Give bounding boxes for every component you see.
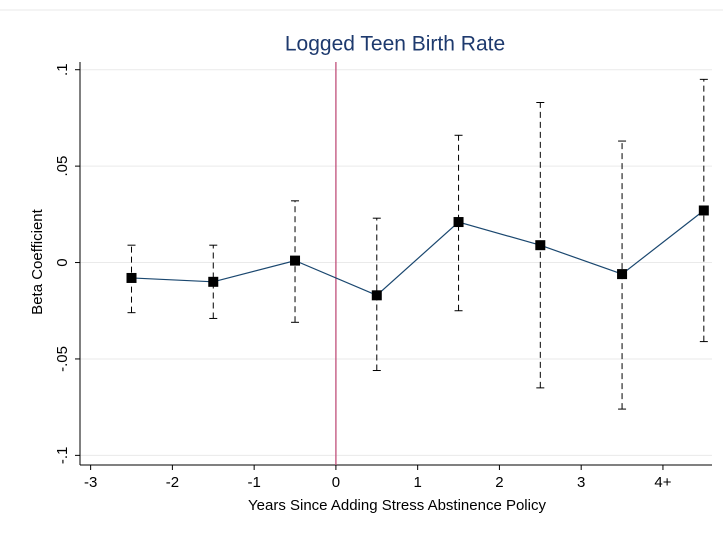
marker [126,272,137,283]
marker [290,255,301,266]
marker [535,240,546,251]
x-tick-label: -1 [247,474,260,491]
x-axis-label: Years Since Adding Stress Abstinence Pol… [248,497,546,514]
x-tick-label: 3 [577,474,585,491]
x-tick-label: 4+ [654,474,671,491]
x-tick-label: -2 [166,474,179,491]
y-axis-label: Beta Coefficient [29,208,46,314]
y-tick-label: 0 [54,258,71,266]
marker [371,290,382,301]
marker [698,205,709,216]
marker [617,269,628,280]
x-tick-label: 2 [495,474,503,491]
y-tick-label: .05 [54,156,71,177]
y-tick-label: -.05 [54,346,71,372]
chart-title: Logged Teen Birth Rate [285,33,505,56]
marker [453,217,464,228]
x-tick-label: -3 [84,474,97,491]
y-tick-label: .1 [54,63,71,76]
y-tick-label: -.1 [54,447,71,465]
line [131,210,705,297]
marker [208,276,219,287]
x-tick-label: 0 [332,474,340,491]
x-tick-label: 1 [413,474,421,491]
